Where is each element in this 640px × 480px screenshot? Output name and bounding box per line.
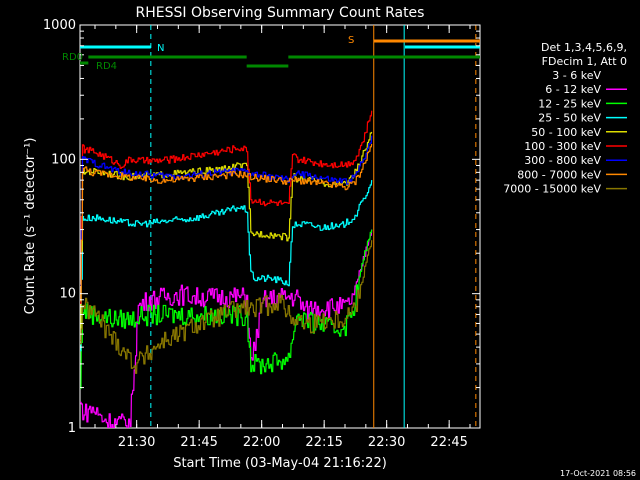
x-axis-label: Start Time (03-May-04 21:16:22) [173,456,387,471]
legend-label-2: 6 - 12 keV [545,83,601,96]
series-line-9 [80,240,373,374]
x-tick-label-3: 22:00 [243,435,280,450]
legend-header-line-2: FDecim 1, Att 0 [542,55,627,68]
x-tick-label-5: 22:30 [368,435,405,450]
chart-title: RHESSI Observing Summary Count Rates [136,5,425,21]
annotation-n: N [157,43,164,54]
legend-header-line-1: Det 1,3,4,5,6,9, [541,41,627,54]
series-line-4 [80,180,373,352]
y-tick-label-3: 100 [51,152,76,167]
legend-label-3: 12 - 25 keV [538,97,601,110]
y-tick-label-4: 1000 [43,18,76,33]
series-line-1 [80,223,373,423]
y-tick-label-2: 10 [59,287,76,302]
legend-label-8: 800 - 7000 keV [517,168,601,181]
series-line-7 [80,135,373,286]
axes: 21:30 21:45 22:00 22:15 22:30 22:45 1 10 100 1000 [43,18,480,450]
legend-label-6: 100 - 300 keV [524,140,601,153]
footer-timestamp: 17-Oct-2021 08:56 [560,469,636,478]
legend-label-5: 50 - 100 keV [531,126,601,139]
x-tick-label-2: 21:45 [180,435,217,450]
y-tick-label-1: 1 [68,421,76,436]
series-line-8 [80,143,373,302]
legend-label-4: 25 - 50 keV [538,112,601,125]
annotation-rd4: RD4 [96,61,117,72]
legend-label-7: 300 - 800 keV [524,154,601,167]
legend-label-9: 7000 - 15000 keV [503,183,601,196]
legend-label-1: 3 - 6 keV [552,69,601,82]
series-line-6 [80,110,373,304]
annotation-s: S [348,35,354,46]
x-tick-label-4: 22:15 [305,435,342,450]
x-tick-label-1: 21:30 [118,435,155,450]
plot-area [80,25,480,428]
x-tick-label-6: 22:45 [430,435,467,450]
annotation-rd0: RD0 [62,52,83,63]
legend: Det 1,3,4,5,6,9, FDecim 1, Att 0 3 - 6 k… [503,41,627,196]
y-axis-label: Count Rate (s⁻¹ detector⁻¹) [23,138,38,315]
series-line-2 [80,229,373,428]
plot-frame [79,24,481,429]
